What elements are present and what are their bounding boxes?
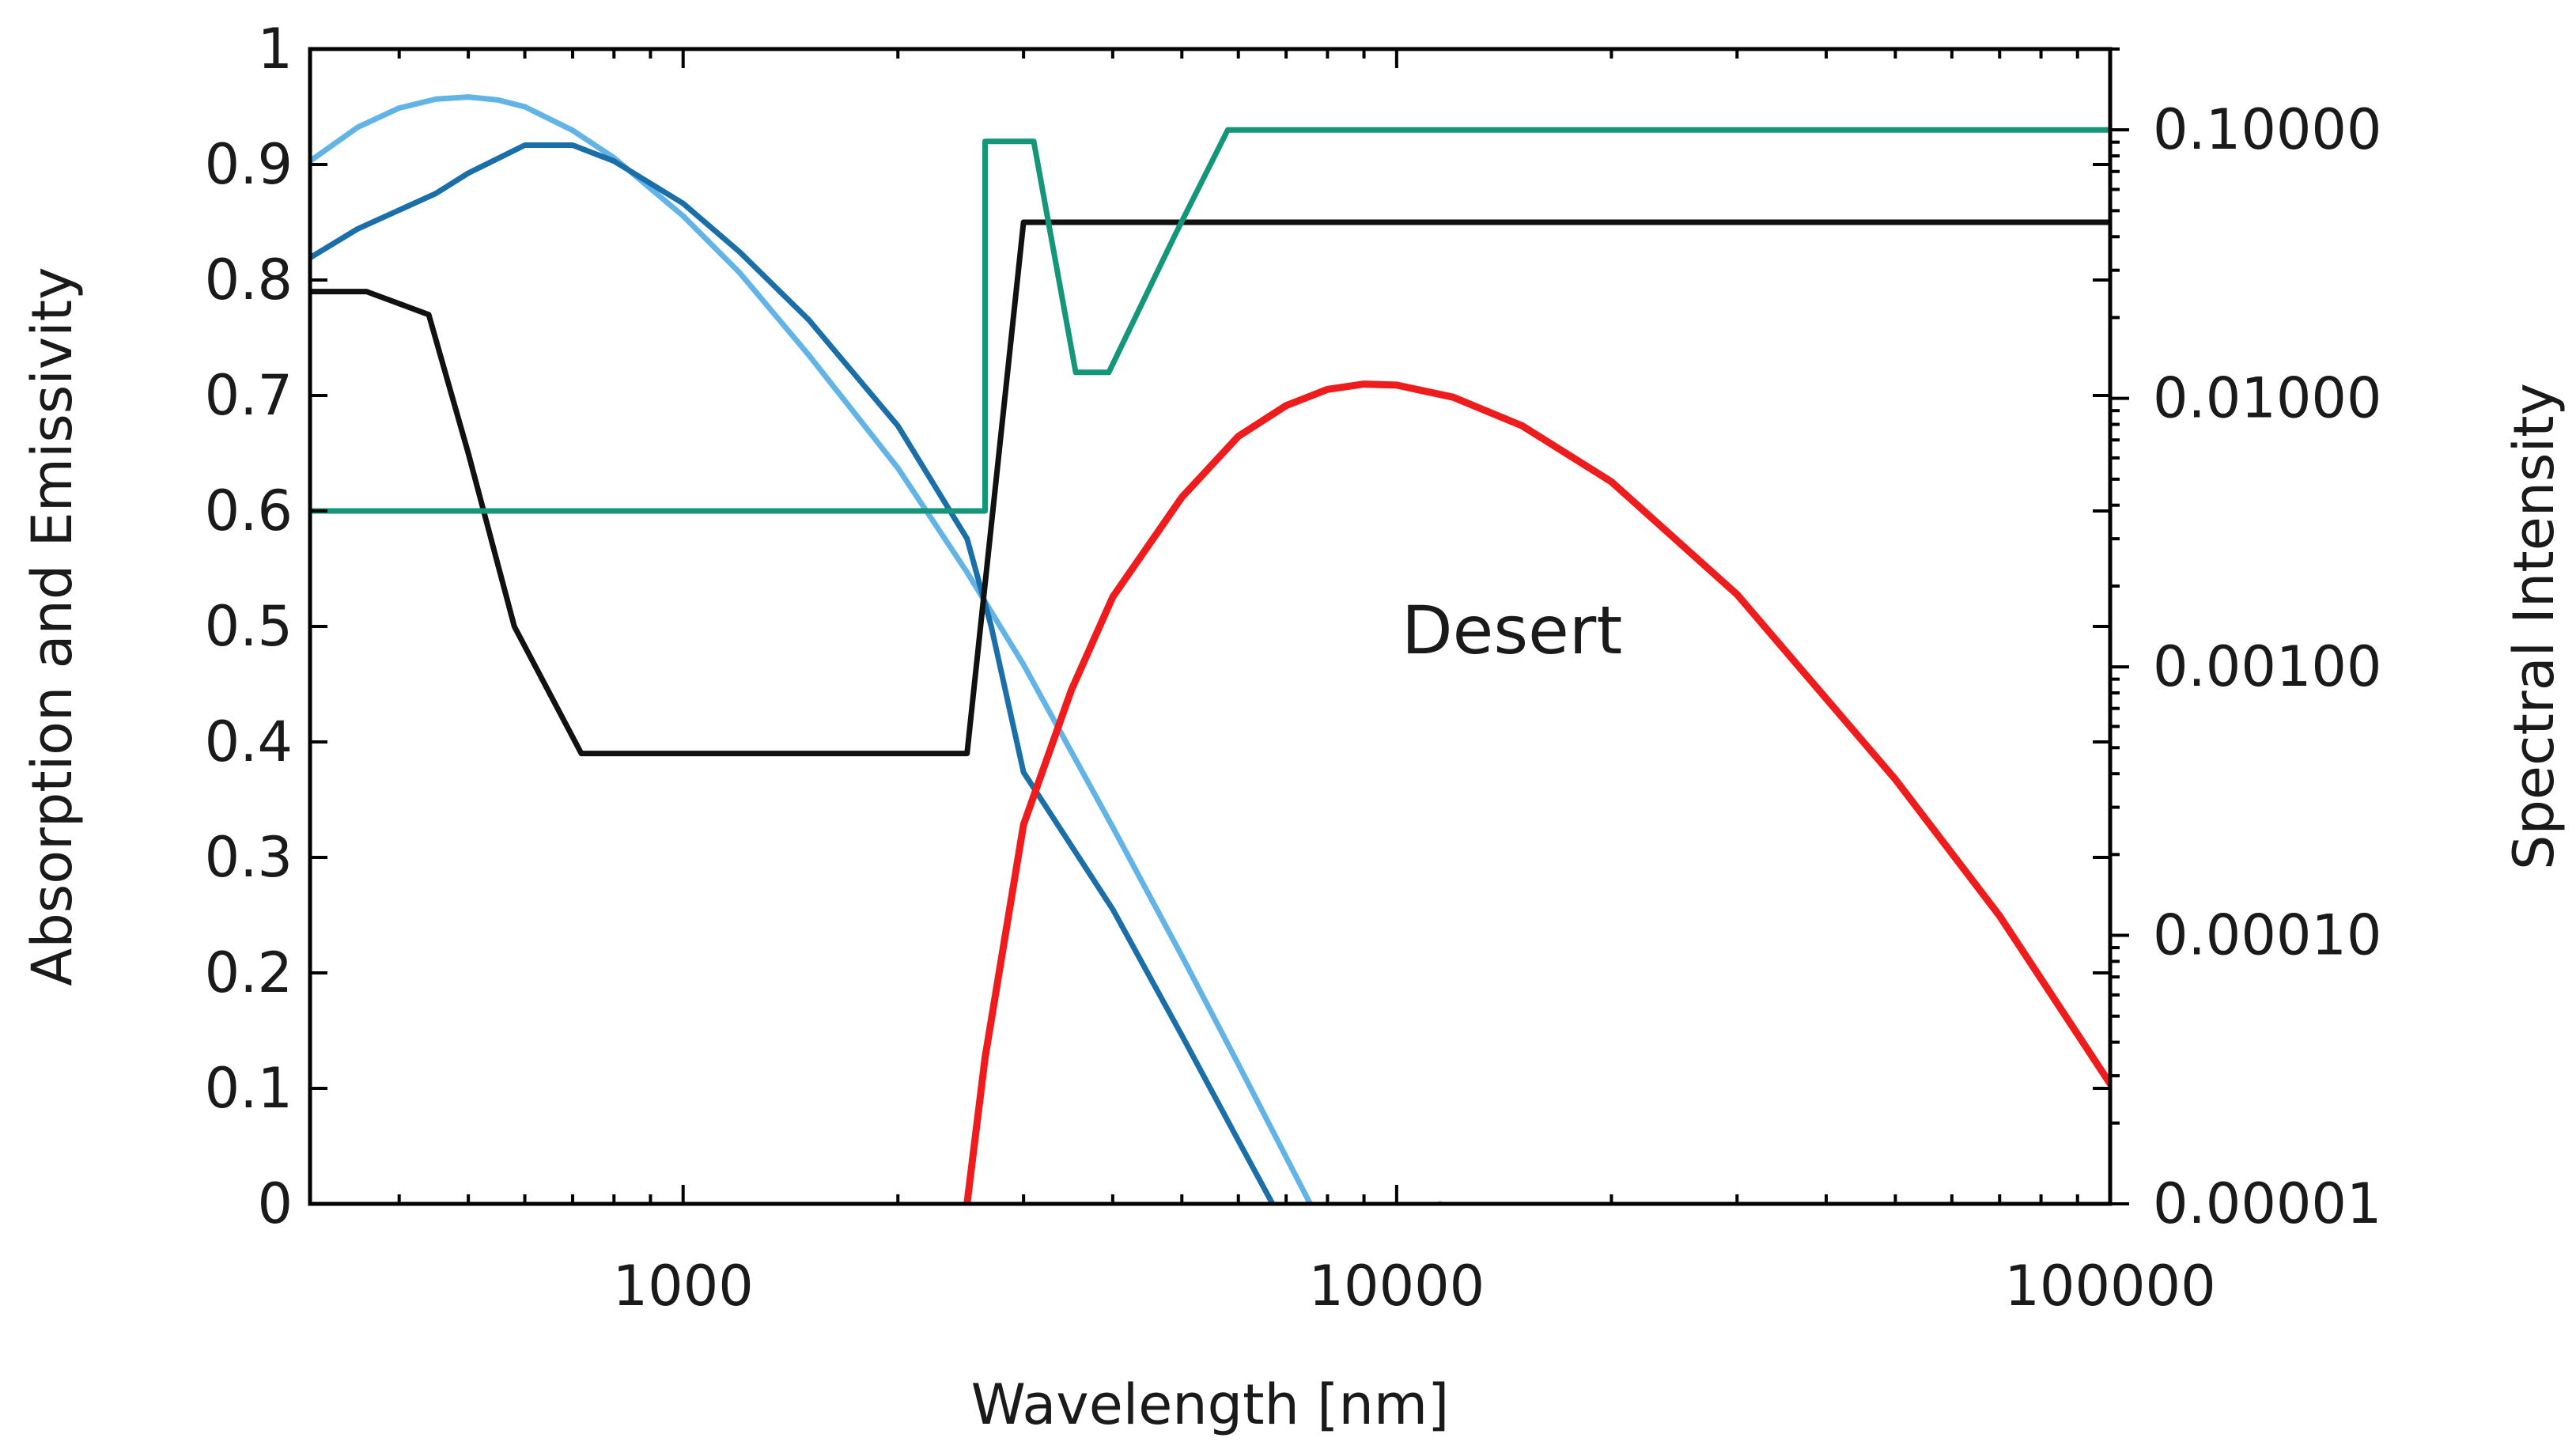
y-right-tick-label: 0.00100 xyxy=(2153,634,2381,699)
label-layer: 0 0.1 0.2 0.3 0.4 0.5 0.6 0.7 0.8 0.9 1 0.00001 0.00… xyxy=(205,17,2382,1319)
y-left-tick-label: 0.4 xyxy=(205,709,293,774)
series-solar-spectrum-dark xyxy=(310,142,1276,1204)
tick-layer xyxy=(308,47,2129,1205)
y-right-tick-label: 0.01000 xyxy=(2153,366,2381,431)
y-right-tick-label: 0.00001 xyxy=(2153,1171,2381,1236)
series-layer xyxy=(310,94,2110,1204)
y-left-axis-title: Absorption and Emissivity xyxy=(20,267,85,986)
y-right-tick-label: 0.00010 xyxy=(2153,903,2381,968)
y-left-tick-label: 0.9 xyxy=(205,132,293,197)
x-tick-label: 10000 xyxy=(1309,1254,1485,1319)
y-left-tick-label: 0.5 xyxy=(205,594,293,659)
y-left-tick-label: 0 xyxy=(257,1171,293,1236)
series-thermal-emission-red xyxy=(963,380,2110,1204)
y-left-tick-label: 0.1 xyxy=(205,1056,293,1121)
series-emissivity-green xyxy=(310,127,2110,514)
y-right-axis-title: Spectral Intensity xyxy=(2502,383,2567,870)
y-left-tick-label: 0.6 xyxy=(205,479,293,543)
x-tick-label: 100000 xyxy=(2004,1254,2215,1319)
desert-annotation: Desert xyxy=(1401,592,1622,669)
y-left-tick-label: 0.7 xyxy=(205,363,293,428)
series-absorption-black xyxy=(310,219,2110,757)
x-tick-label: 1000 xyxy=(613,1254,754,1319)
series-solar-spectrum-light xyxy=(310,94,1443,1204)
x-axis-title: Wavelength [nm] xyxy=(971,1372,1450,1437)
y-left-tick-label: 0.3 xyxy=(205,825,293,890)
y-left-tick-label: 0.2 xyxy=(205,940,293,1005)
y-left-tick-label: 1 xyxy=(257,17,293,81)
y-left-tick-label: 0.8 xyxy=(205,248,293,312)
y-right-tick-label: 0.10000 xyxy=(2153,97,2381,162)
